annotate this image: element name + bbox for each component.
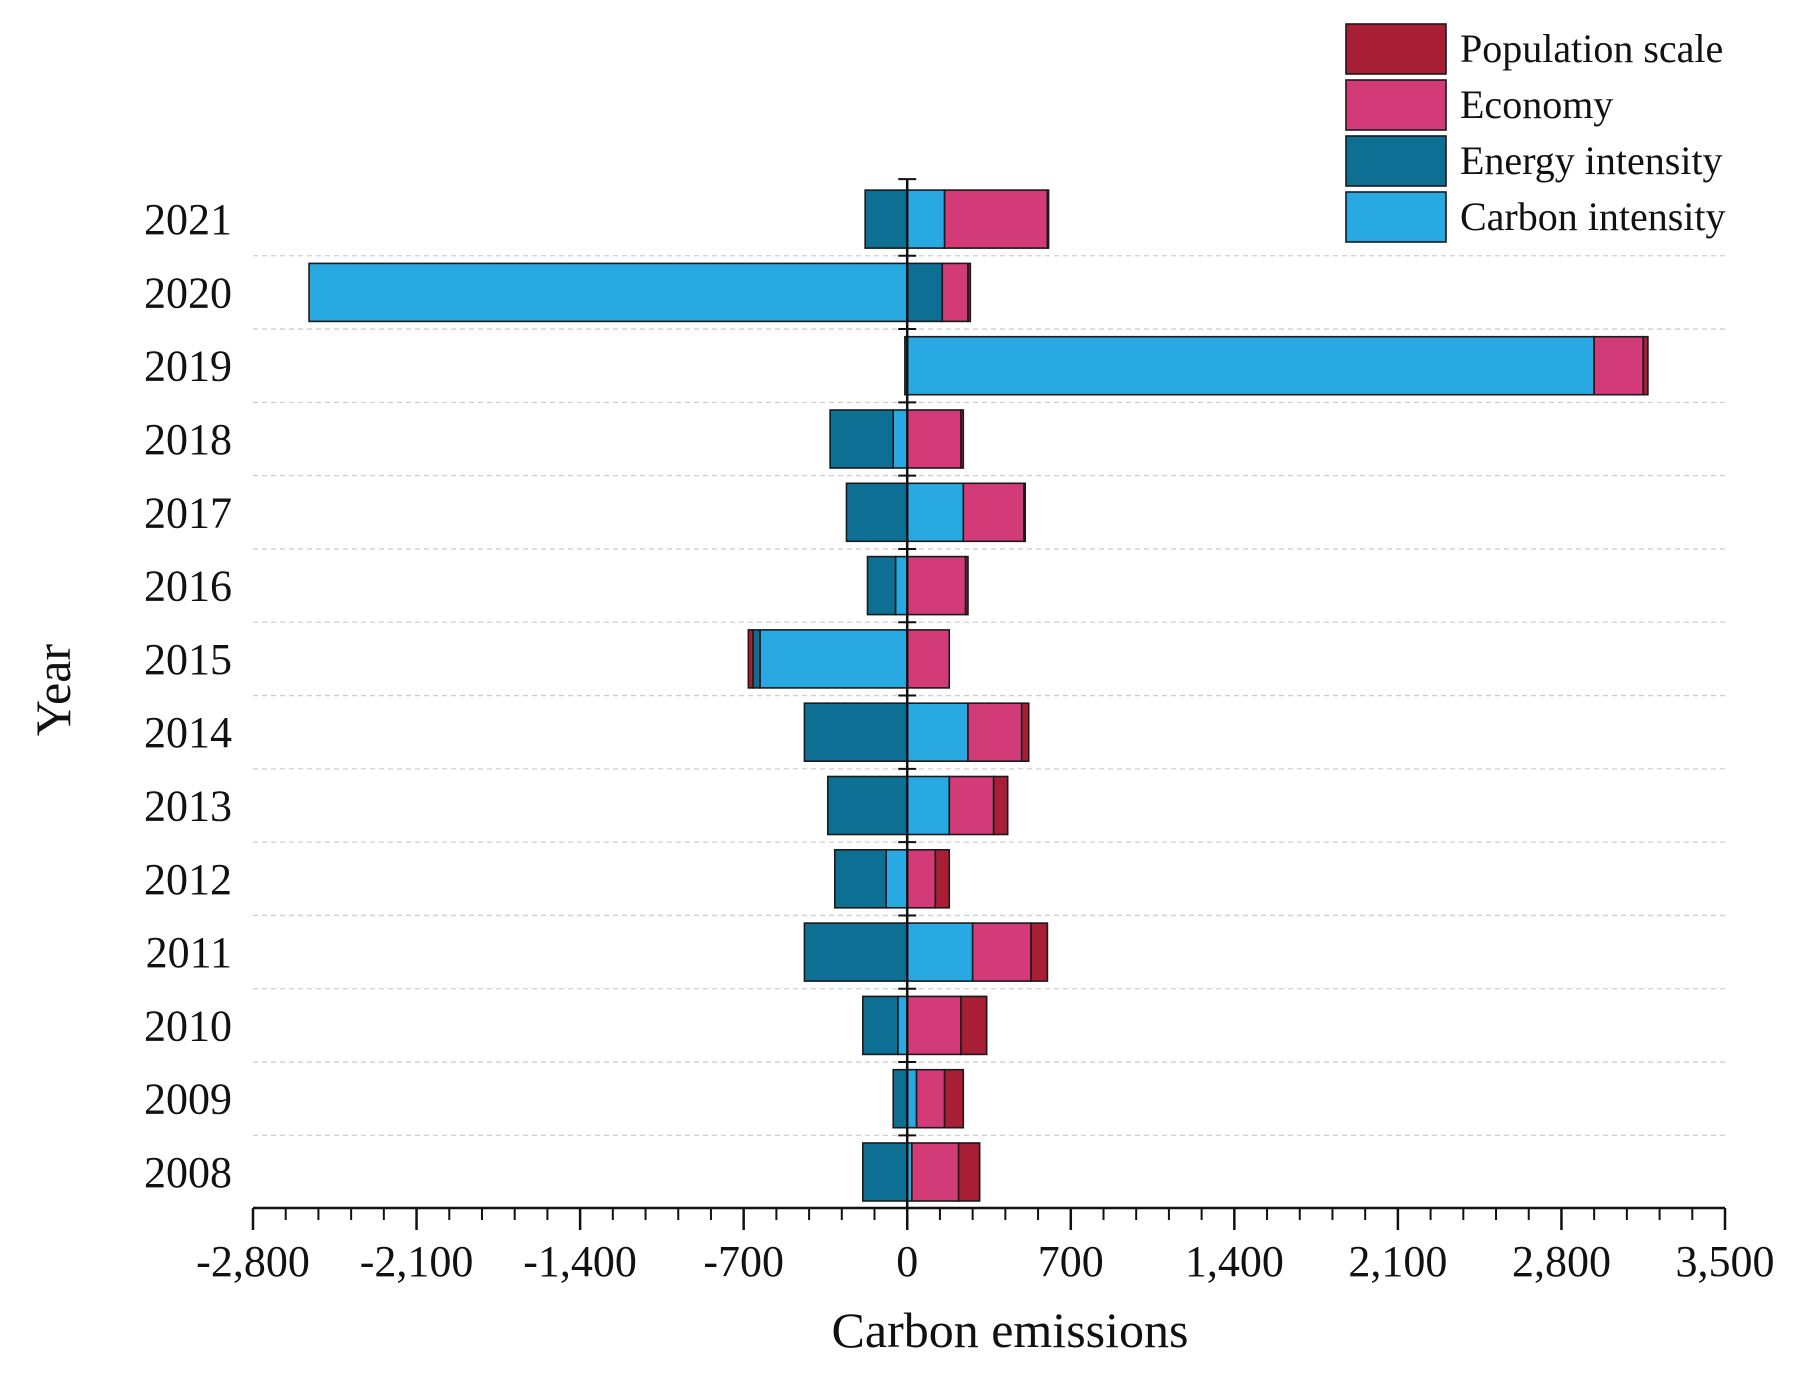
bar-carbon-intensity-2010: [897, 995, 909, 1056]
x-tick-label: -2,800: [196, 1237, 310, 1286]
legend-swatch: [1345, 135, 1447, 187]
y-tick-label: 2008: [144, 1148, 232, 1197]
bar-energy-intensity-2016: [866, 555, 897, 616]
y-tick-label: 2012: [144, 855, 232, 904]
bar-energy-intensity-2014: [803, 702, 909, 763]
x-tick-label: 700: [1038, 1237, 1104, 1286]
bar-population-scale-2017: [1023, 482, 1027, 543]
bar-carbon-intensity-2015: [759, 629, 909, 689]
y-tick-label: 2019: [144, 342, 232, 391]
bar-carbon-intensity-2019: [906, 335, 1595, 396]
legend-label: Economy: [1460, 82, 1613, 127]
bar-economy-2010: [906, 995, 962, 1056]
x-tick-label: 1,400: [1185, 1237, 1284, 1286]
bar-energy-intensity-2011: [803, 922, 909, 982]
y-tick-label: 2017: [144, 488, 232, 537]
bar-energy-intensity-2013: [826, 775, 909, 836]
bar-population-scale-2021: [1046, 189, 1050, 249]
bar-carbon-intensity-2013: [906, 775, 951, 836]
bar-economy-2009: [915, 1068, 946, 1129]
bar-carbon-intensity-2017: [906, 482, 965, 543]
bar-carbon-intensity-2020: [308, 262, 909, 323]
x-tick-label: 0: [896, 1237, 918, 1286]
y-tick-label: 2011: [146, 928, 232, 977]
legend-swatch: [1345, 79, 1447, 131]
x-tick-label: -2,100: [360, 1237, 474, 1286]
bar-energy-intensity-2010: [862, 995, 899, 1056]
y-tick-label: 2015: [144, 635, 232, 684]
bar-energy-intensity-2018: [829, 409, 895, 469]
bar-population-scale-2015: [747, 629, 754, 689]
bar-economy-2020: [941, 262, 969, 323]
bar-population-scale-2019: [1642, 335, 1649, 396]
y-tick-label: 2021: [144, 195, 232, 244]
x-tick-label: -1,400: [523, 1237, 637, 1286]
bar-economy-2015: [906, 629, 951, 689]
x-axis-title: Carbon emissions: [832, 1302, 1189, 1358]
y-tick-label: 2014: [144, 708, 232, 757]
bar-population-scale-2012: [934, 848, 951, 909]
bar-economy-2014: [967, 702, 1023, 763]
legend-swatch: [1345, 191, 1447, 243]
bar-population-scale-2008: [957, 1142, 981, 1202]
bar-carbon-intensity-2021: [906, 189, 946, 249]
axes: 2008 2009 2010 2011 2012 2013 2014 2015 2016 2017…: [144, 178, 1775, 1286]
bar-carbon-intensity-2014: [906, 702, 969, 763]
bar-population-scale-2010: [960, 995, 988, 1056]
y-tick-label: 2018: [144, 415, 232, 464]
bar-economy-2012: [906, 848, 937, 909]
bar-energy-intensity-2017: [845, 482, 909, 543]
bar-energy-intensity-2020: [906, 262, 944, 323]
grid-lines: [253, 255, 1725, 1136]
x-tick-label: 2,800: [1512, 1237, 1611, 1286]
x-tick-label: -700: [703, 1237, 784, 1286]
bar-carbon-intensity-2011: [906, 922, 974, 982]
bar-economy-2018: [906, 409, 962, 469]
legend-label: Energy intensity: [1460, 138, 1723, 183]
legend: Population scale Economy Energy intensity C…: [1345, 23, 1726, 243]
bar-economy-2016: [906, 555, 967, 616]
bar-population-scale-2018: [960, 409, 965, 469]
y-axis-title: Year: [25, 644, 81, 736]
bar-energy-intensity-2009: [892, 1068, 909, 1129]
y-tick-label: 2010: [144, 1001, 232, 1050]
bar-economy-2011: [971, 922, 1032, 982]
bar-economy-2021: [943, 189, 1049, 249]
bar-economy-2013: [948, 775, 995, 836]
bar-population-scale-2016: [964, 555, 969, 616]
bar-energy-intensity-2008: [862, 1142, 909, 1202]
legend-label: Carbon intensity: [1460, 194, 1726, 239]
bar-carbon-intensity-2012: [885, 848, 909, 909]
x-tick-label: 3,500: [1676, 1237, 1775, 1286]
legend-label: Population scale: [1460, 26, 1723, 71]
y-tick-label: 2013: [144, 782, 232, 831]
bar-population-scale-2011: [1030, 922, 1049, 982]
bar-carbon-intensity-2018: [892, 409, 909, 469]
bar-population-scale-2014: [1020, 702, 1030, 763]
bar-carbon-intensity-2009: [906, 1068, 918, 1129]
bar-energy-intensity-2012: [833, 848, 887, 909]
y-tick-label: 2016: [144, 562, 232, 611]
y-tick-label: 2009: [144, 1075, 232, 1124]
bar-population-scale-2020: [967, 262, 972, 323]
bar-carbon-intensity-2016: [894, 555, 909, 616]
bar-economy-2017: [962, 482, 1025, 543]
legend-swatch: [1345, 23, 1447, 75]
bar-energy-intensity-2021: [864, 189, 909, 249]
bar-population-scale-2013: [992, 775, 1009, 836]
bars: [308, 189, 1649, 1202]
bar-energy-intensity-2015: [752, 629, 761, 689]
bar-economy-2008: [911, 1142, 960, 1202]
x-tick-label: 2,100: [1348, 1237, 1447, 1286]
y-tick-label: 2020: [144, 268, 232, 317]
bar-population-scale-2009: [943, 1068, 965, 1129]
bar-economy-2019: [1593, 335, 1645, 396]
